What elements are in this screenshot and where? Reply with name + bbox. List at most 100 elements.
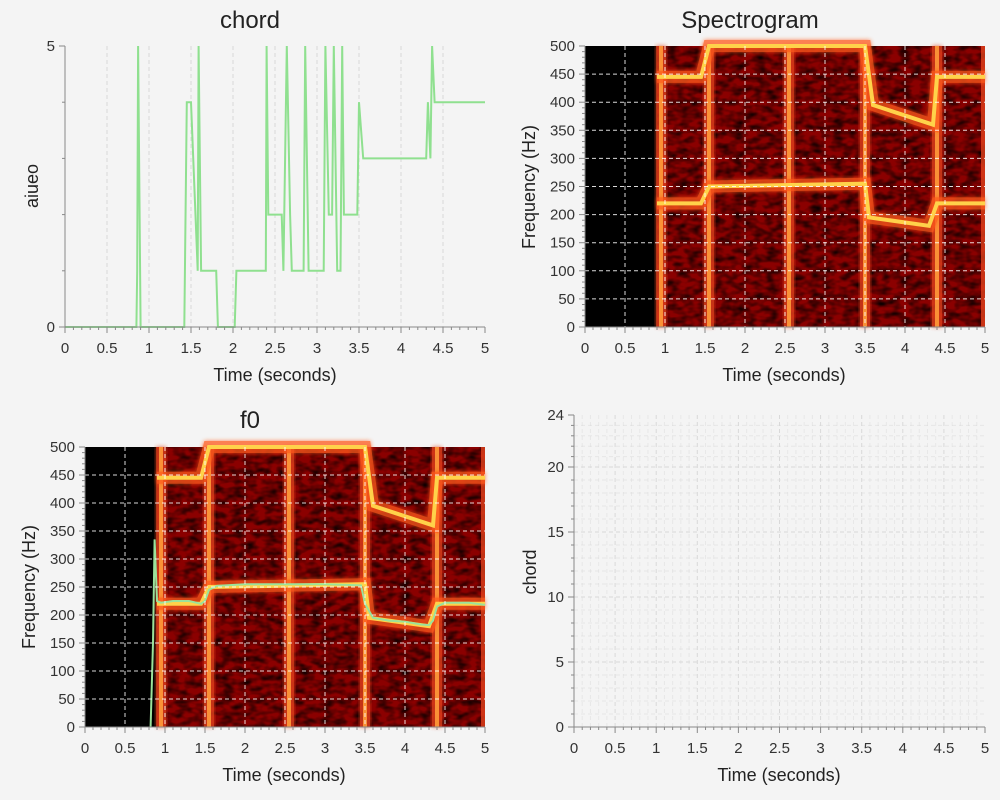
onset-band-core bbox=[159, 447, 163, 727]
x-tick-label: 1 bbox=[652, 740, 660, 757]
harmonic-line bbox=[157, 445, 485, 529]
chord2-x-axis-label: Time (seconds) bbox=[717, 765, 840, 785]
x-tick-label: 1.5 bbox=[687, 740, 708, 757]
x-tick-label: 2.5 bbox=[775, 340, 796, 357]
y-tick-label: 100 bbox=[550, 263, 575, 280]
y-tick-label: 50 bbox=[58, 691, 75, 708]
x-tick-label: 4 bbox=[899, 740, 907, 757]
x-tick-label: 4.5 bbox=[935, 340, 956, 357]
y-tick-label: 24 bbox=[547, 407, 564, 424]
f0-grid bbox=[85, 447, 485, 727]
x-tick-label: 3.5 bbox=[855, 340, 876, 357]
chord-x-ticks: 0 0.5 1 1.5 2 2.5 3 3.5 4 4.5 5 bbox=[61, 327, 489, 357]
x-tick-label: 4 bbox=[397, 340, 405, 357]
spectrogram-grid bbox=[585, 46, 985, 327]
x-tick-label: 2.5 bbox=[769, 740, 790, 757]
x-tick-label: 2 bbox=[741, 340, 749, 357]
x-tick-label: 3 bbox=[313, 340, 321, 357]
y-tick-label: 5 bbox=[47, 38, 55, 55]
x-tick-label: 0.5 bbox=[605, 740, 626, 757]
y-tick-label: 10 bbox=[547, 589, 564, 606]
x-tick-label: 2.5 bbox=[275, 740, 296, 757]
x-tick-label: 0 bbox=[61, 340, 69, 357]
x-tick-label: 0.5 bbox=[115, 740, 136, 757]
y-tick-label: 350 bbox=[50, 523, 75, 540]
y-tick-label: 0 bbox=[47, 319, 55, 336]
x-tick-label: 3.5 bbox=[851, 740, 872, 757]
x-tick-label: 1 bbox=[145, 340, 153, 357]
y-tick-label: 200 bbox=[50, 607, 75, 624]
y-tick-label: 0 bbox=[67, 719, 75, 736]
chord2-y-axis-label: chord bbox=[520, 549, 540, 594]
f0-x-axis-label: Time (seconds) bbox=[222, 765, 345, 785]
spectrogram-x-axis-label: Time (seconds) bbox=[722, 365, 845, 385]
x-tick-label: 4 bbox=[401, 740, 409, 757]
y-tick-label: 450 bbox=[50, 467, 75, 484]
series-line bbox=[65, 45, 485, 328]
spectrogram-y-axis-label: Frequency (Hz) bbox=[519, 125, 539, 249]
x-tick-label: 2 bbox=[229, 340, 237, 357]
chord-empty-panel: Time (seconds) chord 0 0.5 1 1.5 2 2.5 3 3.5 4 4.… bbox=[520, 407, 989, 785]
y-tick-label: 200 bbox=[550, 207, 575, 224]
spectrogram-chart-title: Spectrogram bbox=[681, 7, 818, 34]
chord-y-ticks: 05 bbox=[47, 38, 65, 336]
x-tick-label: 2 bbox=[734, 740, 742, 757]
y-tick-label: 350 bbox=[550, 122, 575, 139]
chord-grid bbox=[106, 46, 444, 327]
x-tick-label: 3 bbox=[321, 740, 329, 757]
spectrogram-x-ticks: 0 0.5 1 1.5 2 2.5 3 3.5 4 4.5 5 bbox=[581, 327, 989, 357]
x-tick-label: 4.5 bbox=[435, 740, 456, 757]
x-tick-label: 4 bbox=[901, 340, 909, 357]
y-tick-label: 0 bbox=[567, 319, 575, 336]
chord2-y-ticks: 0 5 10 15 20 24 bbox=[547, 407, 574, 736]
chord2-x-ticks: 0 0.5 1 1.5 2 2.5 3 3.5 4 4.5 5 bbox=[570, 727, 989, 757]
harmonic-line bbox=[657, 181, 985, 229]
x-tick-label: 4.5 bbox=[933, 740, 954, 757]
y-tick-label: 400 bbox=[50, 495, 75, 512]
y-tick-label: 300 bbox=[50, 551, 75, 568]
x-tick-label: 4.5 bbox=[433, 340, 454, 357]
edge-band bbox=[981, 46, 985, 327]
x-tick-label: 3.5 bbox=[349, 340, 370, 357]
y-tick-label: 0 bbox=[556, 719, 564, 736]
chord-y-axis-label: aiueo bbox=[22, 164, 42, 208]
x-tick-label: 0 bbox=[570, 740, 578, 757]
harmonic-line bbox=[657, 44, 985, 128]
spectrogram-y-ticks: 0 50 100 150 200 250 300 350 400 450 500 bbox=[550, 38, 585, 336]
y-tick-label: 300 bbox=[550, 150, 575, 167]
chord-x-axis-label: Time (seconds) bbox=[213, 365, 336, 385]
y-tick-label: 150 bbox=[50, 635, 75, 652]
x-tick-label: 5 bbox=[981, 740, 989, 757]
chord-chart-title: chord bbox=[220, 7, 280, 34]
x-tick-label: 1.5 bbox=[181, 340, 202, 357]
f0-y-ticks: 0 50 100 150 200 250 300 350 400 450 500 bbox=[50, 439, 85, 736]
x-tick-label: 0.5 bbox=[97, 340, 118, 357]
x-tick-label: 5 bbox=[481, 740, 489, 757]
x-tick-label: 3.5 bbox=[355, 740, 376, 757]
x-tick-label: 2.5 bbox=[265, 340, 286, 357]
y-tick-label: 400 bbox=[550, 94, 575, 111]
x-tick-label: 3 bbox=[816, 740, 824, 757]
chord-panel: chord Time (seconds) aiueo 0 0.5 1 1.5 2 2.5 3… bbox=[22, 7, 489, 385]
y-tick-label: 15 bbox=[547, 524, 564, 541]
y-tick-label: 150 bbox=[550, 235, 575, 252]
f0-x-ticks: 0 0.5 1 1.5 2 2.5 3 3.5 4 4.5 5 bbox=[81, 727, 489, 757]
chord-plot-area bbox=[65, 45, 485, 328]
x-tick-label: 1.5 bbox=[695, 340, 716, 357]
f0-chart-title: f0 bbox=[240, 407, 260, 434]
y-tick-label: 5 bbox=[556, 654, 564, 671]
y-tick-label: 100 bbox=[50, 663, 75, 680]
x-tick-label: 2 bbox=[241, 740, 249, 757]
y-tick-label: 50 bbox=[558, 291, 575, 308]
f0-y-axis-label: Frequency (Hz) bbox=[19, 525, 39, 649]
spectrogram-panel: Spectrogram Time (seconds) Frequency (Hz… bbox=[519, 7, 989, 385]
y-tick-label: 250 bbox=[50, 579, 75, 596]
f0-line bbox=[149, 539, 486, 728]
x-tick-label: 1 bbox=[661, 340, 669, 357]
x-tick-label: 3 bbox=[821, 340, 829, 357]
x-tick-label: 5 bbox=[481, 340, 489, 357]
y-tick-label: 500 bbox=[550, 38, 575, 55]
x-tick-label: 0 bbox=[581, 340, 589, 357]
y-tick-label: 250 bbox=[550, 179, 575, 196]
